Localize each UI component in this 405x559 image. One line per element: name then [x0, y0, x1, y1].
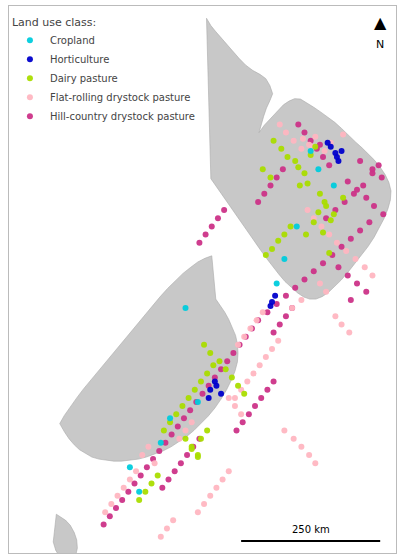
svg-text:▲: ▲	[374, 13, 387, 32]
svg-text:Flat-rolling drystock pasture: Flat-rolling drystock pasture	[50, 92, 190, 103]
svg-text:Cropland: Cropland	[50, 35, 95, 46]
svg-text:250 km: 250 km	[292, 524, 330, 535]
svg-text:Land use class:: Land use class:	[12, 16, 96, 29]
svg-text:Dairy pasture: Dairy pasture	[50, 73, 118, 84]
svg-text:Hill-country drystock pasture: Hill-country drystock pasture	[50, 111, 195, 122]
svg-text:Horticulture: Horticulture	[50, 54, 109, 65]
svg-text:N: N	[376, 38, 384, 51]
